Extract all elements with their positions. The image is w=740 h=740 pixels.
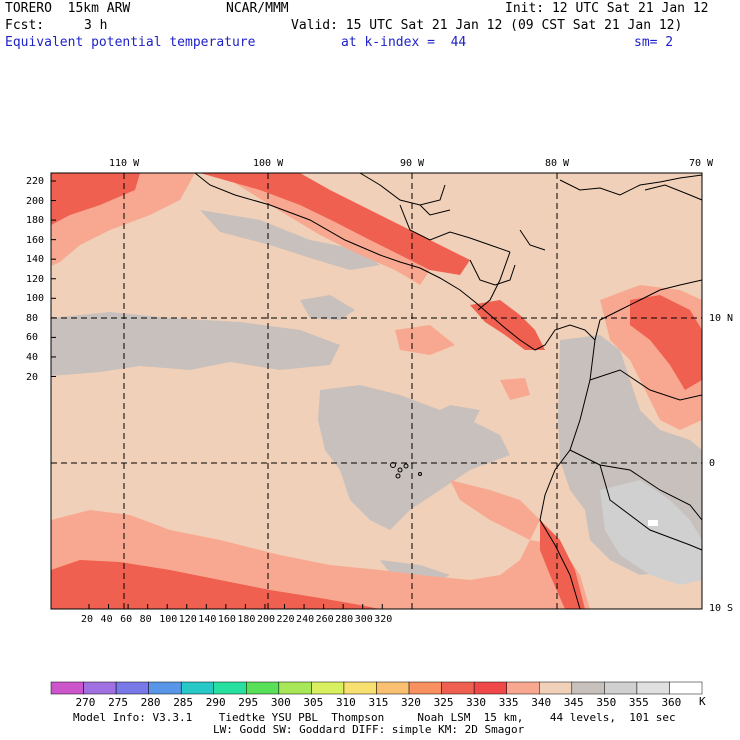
colorbar-label: 335 bbox=[498, 696, 519, 709]
y-tick-label: 60 bbox=[26, 332, 39, 344]
colorbar-swatch bbox=[311, 681, 345, 695]
y-tick-label: 200 bbox=[26, 195, 45, 207]
y-tick-label: 120 bbox=[26, 273, 45, 285]
colorbar-label: 280 bbox=[140, 696, 161, 709]
colorbar-swatch bbox=[376, 681, 410, 695]
colorbar-swatch bbox=[506, 681, 540, 695]
init-time: Init: 12 UTC Sat 21 Jan 12 bbox=[505, 1, 709, 16]
colorbar-label: 315 bbox=[368, 696, 389, 709]
light-gray-region bbox=[600, 480, 702, 585]
colorbar-label: 285 bbox=[173, 696, 194, 709]
colorbar-label: 360 bbox=[661, 696, 682, 709]
colorbar-unit: K bbox=[699, 695, 706, 708]
x-tick-label: 80 bbox=[139, 614, 152, 625]
axis-ticks bbox=[51, 180, 383, 609]
lat-label-10n: 10 N bbox=[709, 313, 734, 324]
y-tick-label: 20 bbox=[26, 371, 39, 383]
y-tick-label: 220 bbox=[26, 176, 45, 187]
x-tick-label: 180 bbox=[237, 614, 256, 625]
colorbar-label: 300 bbox=[270, 696, 291, 709]
x-tick-label: 120 bbox=[178, 614, 197, 625]
coastlines bbox=[194, 172, 703, 610]
lon-label-100w: 100 W bbox=[253, 158, 284, 169]
colorbar-swatch bbox=[441, 681, 475, 695]
x-tick-label: 240 bbox=[296, 614, 315, 625]
forecast-label: Fcst: bbox=[5, 18, 45, 33]
colorbar-swatch bbox=[180, 681, 214, 695]
colorbar-swatch bbox=[539, 681, 573, 695]
field-name: Equivalent potential temperature bbox=[5, 35, 256, 50]
y-tick-label: 140 bbox=[26, 254, 45, 266]
x-tick-label: 280 bbox=[335, 614, 354, 625]
forecast-hour: 3 h bbox=[84, 18, 108, 33]
lat-lon-grid bbox=[51, 173, 702, 609]
x-tick-label: 40 bbox=[100, 614, 113, 625]
lon-label-110w: 110 W bbox=[109, 158, 140, 169]
lat-label-10s: 10 S bbox=[709, 603, 734, 614]
y-tick-label: 180 bbox=[26, 215, 45, 227]
colorbar-swatch bbox=[669, 681, 703, 695]
colorbar-label: 320 bbox=[401, 696, 421, 709]
colorbar-label: 330 bbox=[466, 696, 487, 709]
map-frame bbox=[50, 172, 703, 610]
colorbar-label: 350 bbox=[596, 696, 617, 709]
colorbar-swatch bbox=[604, 681, 638, 695]
colorbar-swatch bbox=[278, 681, 312, 695]
x-tick-label: 60 bbox=[120, 614, 133, 625]
smoothing-label: sm= 2 bbox=[634, 35, 674, 50]
colorbar-label: 325 bbox=[433, 696, 454, 709]
red-field-regions bbox=[51, 173, 702, 609]
colorbar-swatch bbox=[148, 681, 182, 695]
colorbar-swatch bbox=[83, 681, 117, 695]
y-tick-label: 40 bbox=[26, 351, 39, 363]
colorbar-swatch bbox=[473, 681, 507, 695]
x-tick-label: 100 bbox=[159, 614, 178, 625]
y-tick-label: 100 bbox=[26, 293, 45, 305]
colorbar-label: 270 bbox=[75, 696, 96, 709]
model-title: TORERO 15km ARW bbox=[5, 1, 131, 16]
colorbar-swatch bbox=[115, 681, 149, 695]
lat-label-0: 0 bbox=[709, 458, 716, 469]
organization: NCAR/MMM bbox=[226, 1, 289, 16]
x-tick-label: 300 bbox=[354, 614, 373, 625]
y-tick-label: 160 bbox=[26, 234, 45, 246]
colorbar-label: 275 bbox=[108, 696, 128, 709]
x-tick-label: 160 bbox=[217, 614, 236, 625]
colorbar-label: 355 bbox=[628, 696, 649, 709]
y-tick-label: 80 bbox=[26, 312, 39, 324]
x-tick-label: 140 bbox=[198, 614, 217, 625]
colorbar-swatch bbox=[408, 681, 442, 695]
colorbar-swatch bbox=[636, 681, 670, 695]
colorbar-swatch bbox=[213, 681, 247, 695]
x-tick-label: 260 bbox=[315, 614, 334, 625]
x-tick-label: 200 bbox=[256, 614, 275, 625]
colorbar-label: 340 bbox=[531, 696, 552, 709]
x-tick-label: 20 bbox=[81, 614, 94, 625]
white-patch bbox=[648, 520, 658, 526]
colorbar-label: 295 bbox=[238, 696, 259, 709]
lon-label-80w: 80 W bbox=[545, 158, 570, 169]
colorbar-label: 290 bbox=[205, 696, 226, 709]
lon-label-90w: 90 W bbox=[400, 158, 425, 169]
level-label: at k-index = 44 bbox=[341, 35, 467, 50]
colorbar-swatch bbox=[246, 681, 280, 695]
galapagos-islands bbox=[390, 462, 422, 479]
x-tick-label: 320 bbox=[374, 614, 393, 625]
x-tick-label: 220 bbox=[276, 614, 295, 625]
model-info-line2: LW: Godd SW: Goddard DIFF: simple KM: 2D… bbox=[213, 723, 525, 736]
lon-label-70w: 70 W bbox=[689, 158, 714, 169]
colorbar-label: 305 bbox=[303, 696, 324, 709]
colorbar-swatch bbox=[571, 681, 605, 695]
colorbar-swatch bbox=[343, 681, 377, 695]
valid-time: Valid: 15 UTC Sat 21 Jan 12 (09 CST Sat … bbox=[291, 18, 683, 33]
model-info-line1: Model Info: V3.3.1 Tiedtke YSU PBL Thomp… bbox=[73, 711, 676, 724]
colorbar-label: 310 bbox=[335, 696, 356, 709]
colorbar-label: 345 bbox=[563, 696, 584, 709]
colorbar bbox=[50, 681, 703, 695]
colorbar-swatch bbox=[50, 681, 84, 695]
